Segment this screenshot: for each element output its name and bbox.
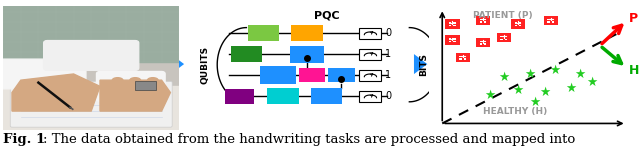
Bar	[360, 49, 381, 60]
Text: ★: ★	[525, 67, 536, 80]
Bar	[497, 33, 511, 42]
Bar	[476, 16, 490, 25]
Text: PQC: PQC	[314, 11, 339, 21]
Bar	[464, 58, 466, 60]
Bar	[552, 21, 554, 22]
Bar	[480, 21, 482, 22]
FancyBboxPatch shape	[97, 72, 165, 101]
Bar	[449, 25, 451, 26]
Bar	[519, 22, 521, 24]
Text: ★: ★	[513, 84, 524, 97]
Bar	[454, 22, 456, 24]
Text: 0: 0	[385, 91, 391, 101]
Bar	[480, 41, 482, 42]
FancyBboxPatch shape	[230, 46, 262, 62]
FancyBboxPatch shape	[10, 81, 172, 127]
Ellipse shape	[113, 78, 123, 83]
Bar	[454, 41, 456, 42]
Bar	[505, 36, 507, 37]
FancyBboxPatch shape	[291, 25, 323, 41]
Bar	[3, 86, 179, 130]
Bar	[480, 44, 482, 45]
Bar	[360, 28, 381, 39]
Bar	[464, 56, 466, 57]
FancyBboxPatch shape	[260, 66, 296, 84]
Ellipse shape	[148, 78, 158, 83]
Text: BITS: BITS	[419, 53, 428, 76]
Text: ★: ★	[529, 96, 540, 109]
FancyBboxPatch shape	[248, 25, 279, 41]
Bar	[505, 39, 507, 40]
Bar	[547, 19, 550, 20]
FancyBboxPatch shape	[290, 46, 324, 63]
Bar	[445, 35, 460, 45]
Text: P: P	[628, 12, 637, 25]
Text: 1: 1	[385, 70, 391, 80]
Text: 1: 1	[385, 49, 391, 59]
Bar	[476, 38, 490, 47]
Bar	[543, 16, 558, 25]
Bar	[360, 70, 381, 81]
Bar	[445, 19, 460, 29]
FancyBboxPatch shape	[0, 59, 86, 89]
Bar	[515, 22, 517, 24]
Bar	[511, 19, 525, 29]
Text: ★: ★	[574, 67, 585, 80]
Bar	[449, 41, 451, 42]
Text: Fig. 1: Fig. 1	[3, 133, 45, 146]
Text: HEALTHY (H): HEALTHY (H)	[483, 107, 547, 116]
Bar	[484, 41, 486, 42]
Bar	[454, 38, 456, 40]
Bar	[480, 19, 482, 20]
Bar	[547, 21, 550, 22]
Bar	[449, 22, 451, 24]
Bar	[460, 58, 461, 60]
Text: ★: ★	[484, 89, 495, 101]
Bar	[500, 39, 502, 40]
Polygon shape	[100, 80, 170, 111]
Bar	[360, 91, 381, 102]
FancyBboxPatch shape	[311, 88, 342, 104]
Bar	[484, 19, 486, 20]
Text: H: H	[628, 64, 639, 77]
Bar	[519, 25, 521, 26]
Bar	[515, 25, 517, 26]
Text: ★: ★	[586, 76, 597, 89]
FancyBboxPatch shape	[225, 89, 253, 104]
Text: QUBITS: QUBITS	[200, 46, 209, 84]
Ellipse shape	[130, 78, 141, 83]
Bar	[456, 53, 470, 62]
Text: ★: ★	[539, 86, 550, 99]
Bar	[3, 6, 179, 62]
Bar	[449, 38, 451, 40]
Text: : The data obtained from the handwriting tasks are processed and mapped into: : The data obtained from the handwriting…	[43, 133, 575, 146]
Bar	[454, 25, 456, 26]
Polygon shape	[12, 74, 100, 111]
FancyBboxPatch shape	[328, 68, 355, 82]
Text: ★: ★	[498, 71, 509, 84]
Text: 0: 0	[385, 28, 391, 38]
Bar	[135, 81, 156, 90]
Text: ★: ★	[566, 82, 577, 95]
Bar	[552, 19, 554, 20]
FancyBboxPatch shape	[44, 41, 139, 70]
Text: ★: ★	[549, 64, 561, 77]
Bar	[484, 21, 486, 22]
Text: PATIENT (P): PATIENT (P)	[473, 11, 532, 20]
FancyBboxPatch shape	[267, 88, 299, 104]
Bar	[460, 56, 461, 57]
Bar	[484, 44, 486, 45]
Bar	[500, 36, 502, 37]
FancyBboxPatch shape	[299, 68, 325, 82]
